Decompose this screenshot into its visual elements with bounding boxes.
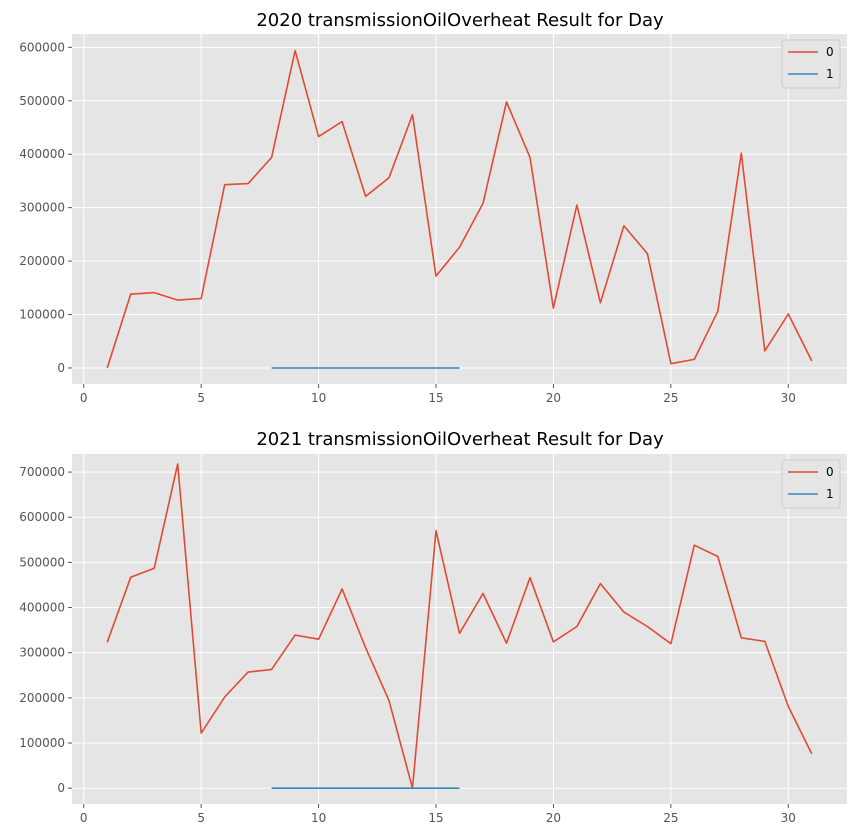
y-tick-label: 0 — [57, 361, 65, 375]
y-tick-label: 300000 — [19, 646, 65, 660]
x-tick-label: 20 — [546, 391, 561, 405]
plot-area — [72, 34, 847, 384]
y-tick-label: 600000 — [19, 510, 65, 524]
chart-2020: 2020 transmissionOilOverheat Result for … — [19, 10, 847, 405]
legend-label-1: 1 — [826, 487, 834, 501]
y-tick-label: 400000 — [19, 601, 65, 615]
x-tick-label: 15 — [428, 391, 443, 405]
y-tick-label: 200000 — [19, 254, 65, 268]
series-line-0 — [106, 49, 813, 369]
chart-title: 2021 transmissionOilOverheat Result for … — [256, 429, 664, 450]
x-tick-label: 0 — [80, 391, 88, 405]
series-group — [106, 49, 813, 369]
legend-label-1: 1 — [826, 67, 834, 81]
x-tick-label: 10 — [311, 391, 326, 405]
chart-title: 2020 transmissionOilOverheat Result for … — [256, 10, 664, 31]
tick-labels: 0 5 10 15 20 25 30 0 100000 200000 300000 400000 500… — [19, 40, 796, 405]
chart-2021: 2021 transmissionOilOverheat Result for … — [19, 429, 847, 825]
x-tick-label: 0 — [80, 811, 88, 825]
y-tick-label: 700000 — [19, 465, 65, 479]
y-tick-label: 500000 — [19, 94, 65, 108]
legend-label-0: 0 — [826, 465, 834, 479]
x-tick-label: 10 — [311, 811, 326, 825]
x-tick-label: 20 — [546, 811, 561, 825]
x-tick-label: 30 — [781, 391, 796, 405]
y-tick-label: 200000 — [19, 691, 65, 705]
x-tick-label: 25 — [663, 811, 678, 825]
x-tick-label: 25 — [663, 391, 678, 405]
series-group — [106, 463, 813, 790]
plot-area — [72, 454, 847, 804]
grid — [72, 34, 847, 384]
y-tick-label: 100000 — [19, 736, 65, 750]
y-tick-label: 0 — [57, 781, 65, 795]
tick-labels: 0 5 10 15 20 25 30 0 100000 200000 300000 400000 500… — [19, 465, 796, 825]
x-tick-label: 5 — [197, 811, 205, 825]
x-tick-label: 5 — [197, 391, 205, 405]
x-tick-label: 30 — [781, 811, 796, 825]
legend-label-0: 0 — [826, 45, 834, 59]
series-line-0 — [106, 463, 813, 790]
legend: 0 1 — [781, 39, 841, 89]
x-tick-label: 15 — [428, 811, 443, 825]
y-tick-label: 100000 — [19, 308, 65, 322]
y-tick-label: 600000 — [19, 40, 65, 54]
y-tick-label: 500000 — [19, 555, 65, 569]
y-tick-label: 400000 — [19, 147, 65, 161]
legend: 0 1 — [781, 459, 841, 509]
y-tick-label: 300000 — [19, 201, 65, 215]
